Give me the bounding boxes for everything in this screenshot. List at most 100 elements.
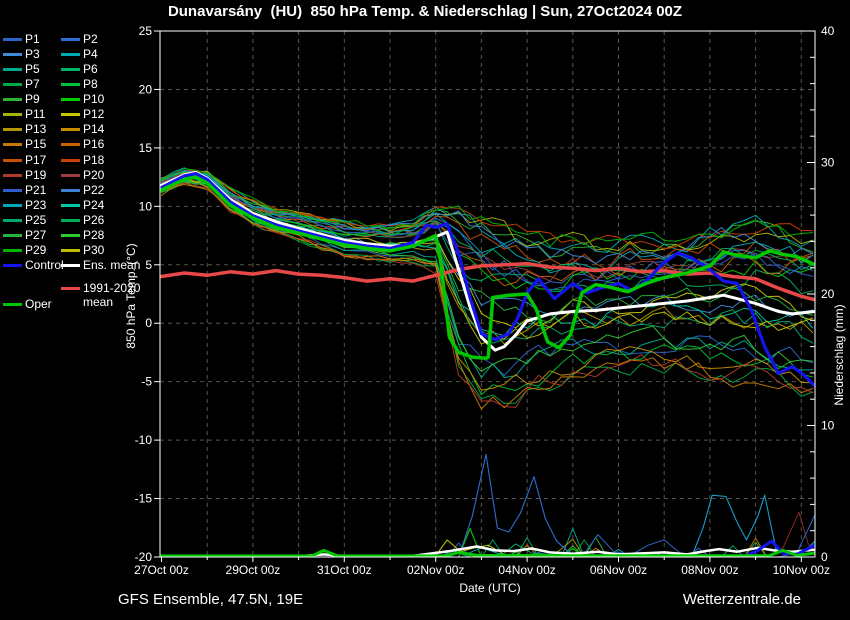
legend-item-climate-mean: 1991-2020 mean	[61, 281, 157, 309]
legend-item-p5: P5	[3, 62, 40, 76]
tick-label: 31Oct 00z	[317, 563, 372, 577]
tick-label: 27Oct 00z	[134, 563, 189, 577]
legend-color-swatch	[61, 143, 80, 147]
legend-item-label: P4	[83, 47, 98, 62]
legend-color-swatch	[61, 98, 80, 102]
legend-item-label: P7	[25, 77, 40, 92]
legend-item-oper: Oper	[3, 297, 52, 311]
legend-color-swatch	[3, 218, 22, 222]
legend-item-p15: P15	[3, 137, 46, 151]
tick-label: 29Oct 00z	[226, 563, 281, 577]
legend-item-p7: P7	[3, 77, 40, 91]
legend-item-label: P25	[25, 212, 47, 227]
legend-color-swatch	[61, 287, 80, 290]
legend-item-p28: P28	[61, 228, 104, 242]
legend-color-swatch	[61, 113, 80, 117]
tick-label: 04Nov 00z	[498, 563, 555, 577]
legend-item-label: P5	[25, 62, 40, 77]
legend-item-p12: P12	[61, 107, 104, 121]
legend-item-p18: P18	[61, 153, 104, 167]
legend-color-swatch	[3, 158, 22, 162]
member-temp-lines	[161, 167, 814, 410]
legend-item-label: P1	[25, 32, 40, 46]
legend-item-label: P12	[83, 107, 105, 122]
legend-item-label: P17	[25, 152, 47, 167]
legend-item-control: Control	[3, 258, 64, 272]
legend-color-swatch	[61, 248, 80, 252]
legend-item-p20: P20	[61, 168, 104, 182]
y-axis-left-label: 850 hPa Temp. (°C)	[124, 243, 138, 349]
legend-item-p26: P26	[61, 213, 104, 227]
legend-item-p24: P24	[61, 198, 104, 212]
legend-color-swatch	[3, 68, 22, 72]
legend-color-swatch	[61, 264, 80, 267]
legend-color-swatch	[61, 233, 80, 237]
legend-item-label: P10	[83, 92, 105, 107]
tick-label: 10	[821, 419, 835, 433]
legend-color-swatch	[3, 203, 22, 207]
tick-label: -15	[135, 492, 153, 506]
legend-item-p25: P25	[3, 213, 46, 227]
legend-item-label: P8	[83, 77, 98, 92]
legend-item-label: P28	[83, 227, 105, 242]
legend-color-swatch	[3, 188, 22, 192]
legend: P1 P2 P3 P4 P5 P6 P7 P8 P9 P10 P11 P12 P13 P14 P15 P16 P…	[3, 32, 158, 332]
main-series	[160, 170, 815, 557]
legend-item-p1: P1	[3, 32, 40, 46]
legend-item-label: Control	[25, 258, 64, 272]
tick-label: 02Nov 00z	[407, 563, 464, 577]
tick-label: -5	[141, 375, 152, 389]
legend-color-swatch	[3, 128, 22, 132]
legend-item-p17: P17	[3, 153, 46, 167]
legend-color-swatch	[61, 173, 80, 177]
legend-item-p22: P22	[61, 183, 104, 197]
legend-item-p30: P30	[61, 243, 104, 257]
legend-item-label: P24	[83, 197, 105, 212]
legend-item-label: P18	[83, 152, 105, 167]
legend-item-label: P13	[25, 122, 47, 137]
legend-item-label: P9	[25, 92, 40, 107]
tick-label: 10Nov 00z	[773, 563, 830, 577]
legend-color-swatch	[3, 173, 22, 177]
legend-color-swatch	[61, 53, 80, 57]
legend-item-p13: P13	[3, 122, 46, 136]
tick-label: 08Nov 00z	[681, 563, 738, 577]
legend-color-swatch	[61, 83, 80, 87]
legend-item-p27: P27	[3, 228, 46, 242]
legend-color-swatch	[3, 143, 22, 147]
legend-item-p21: P21	[3, 183, 46, 197]
legend-item-p16: P16	[61, 137, 104, 151]
legend-item-p4: P4	[61, 47, 98, 61]
tick-label: 5	[145, 258, 152, 272]
legend-color-swatch	[3, 83, 22, 87]
tick-label: -10	[135, 433, 153, 447]
legend-color-swatch	[3, 248, 22, 252]
tick-label: 30	[821, 156, 835, 170]
legend-color-swatch	[3, 233, 22, 237]
legend-color-swatch	[61, 68, 80, 72]
legend-item-p29: P29	[3, 243, 46, 257]
legend-color-swatch	[3, 53, 22, 57]
legend-item-label: Oper	[25, 297, 52, 311]
legend-item-p23: P23	[3, 198, 46, 212]
tick-label: 0	[145, 316, 152, 330]
legend-color-swatch	[61, 158, 80, 162]
legend-color-swatch	[3, 113, 22, 117]
legend-color-swatch	[3, 38, 22, 41]
legend-color-swatch	[3, 264, 22, 267]
legend-color-swatch	[3, 98, 22, 102]
legend-item-label: P27	[25, 227, 47, 242]
tick-label: 06Nov 00z	[590, 563, 647, 577]
legend-item-label: P29	[25, 242, 47, 257]
tick-label: 10	[139, 199, 153, 213]
legend-item-label: P15	[25, 137, 47, 152]
chart-title: Dunavarsány (HU) 850 hPa Temp. & Nieders…	[167, 3, 683, 20]
legend-color-swatch	[61, 128, 80, 132]
legend-item-p10: P10	[61, 92, 104, 106]
legend-item-label: P2	[83, 32, 98, 46]
tick-label: 25	[139, 24, 153, 38]
legend-item-label: P3	[25, 47, 40, 62]
tick-label: 20	[821, 287, 835, 301]
legend-color-swatch	[61, 38, 80, 41]
